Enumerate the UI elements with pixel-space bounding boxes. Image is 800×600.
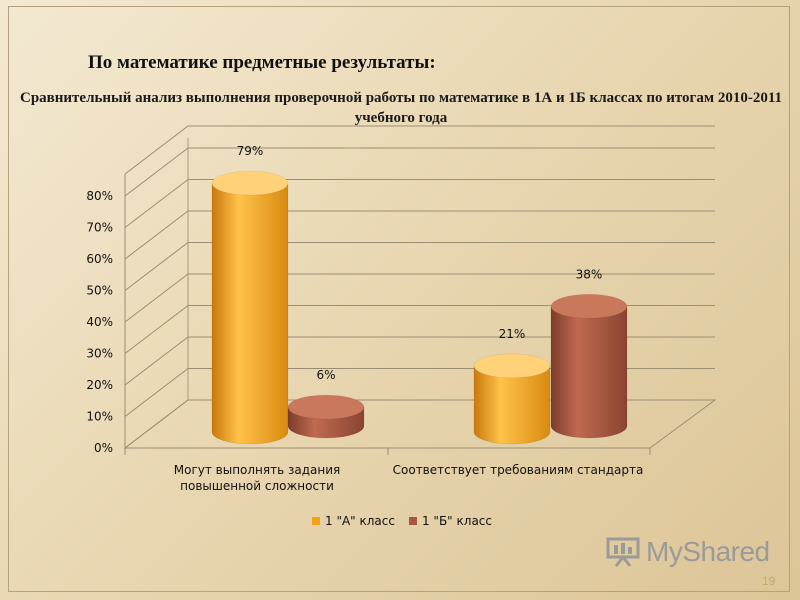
legend-item-b: 1 "Б" класс [408, 514, 492, 528]
gridline-side [124, 179, 189, 228]
gridline-side [124, 336, 189, 386]
y-tick-label: 0% [94, 441, 113, 455]
legend-swatch-a [312, 517, 320, 525]
bar-body [550, 306, 628, 439]
legend-item-a: 1 "А" класс [312, 514, 395, 528]
gridline-side [124, 242, 189, 291]
myshared-logo: MyShared [606, 536, 770, 568]
chart-floor [123, 399, 717, 449]
chart-legend: 1 "А" класс 1 "Б" класс [312, 514, 492, 528]
y-tick-label: 80% [86, 189, 113, 203]
chart-labels: 0% 10% 20% 30% 40% 50% 60% 70% 80% 79% 6% 21% 38% Мог… [86, 144, 643, 493]
y-tick-label: 40% [86, 315, 113, 329]
bar-top [211, 170, 289, 196]
y-tick-label: 10% [86, 410, 113, 424]
gridline-side [124, 305, 189, 354]
gridline-side [124, 147, 189, 197]
x-category-label: Могут выполнять задания [174, 463, 341, 477]
data-label: 79% [237, 144, 264, 158]
x-category-label: повышенной сложности [180, 479, 334, 493]
bar-body [211, 182, 289, 445]
chart-bars [211, 170, 628, 445]
y-tick-label: 50% [86, 284, 113, 298]
y-tick-label: 20% [86, 378, 113, 392]
presentation-board-icon [606, 537, 640, 567]
y-tick-label: 70% [86, 221, 113, 235]
slide-frame [8, 6, 790, 592]
legend-label-a: 1 "А" класс [325, 514, 395, 528]
bar-top [473, 353, 551, 379]
data-label: 38% [576, 267, 603, 281]
y-tick-label: 30% [86, 347, 113, 361]
page-number: 19 [762, 574, 776, 588]
slide-heading: По математике предметные результаты: [88, 52, 436, 73]
data-label: 6% [316, 368, 335, 382]
gridline-side [124, 210, 189, 260]
data-label: 21% [499, 327, 526, 341]
x-category-label: Соответствует требованиям стандарта [393, 463, 644, 477]
legend-label-b: 1 "Б" класс [421, 514, 492, 528]
slide-subtitle: Сравнительный анализ выполнения провероч… [19, 90, 783, 126]
gridline-side [124, 125, 189, 175]
logo-text: MyShared [646, 536, 770, 567]
bar-top [550, 294, 628, 319]
bar-top [287, 394, 365, 420]
bar-body [473, 365, 551, 445]
legend-swatch-b [408, 517, 417, 525]
gridline-side [124, 368, 189, 417]
y-tick-label: 60% [86, 252, 113, 266]
gridline-side [124, 273, 189, 323]
